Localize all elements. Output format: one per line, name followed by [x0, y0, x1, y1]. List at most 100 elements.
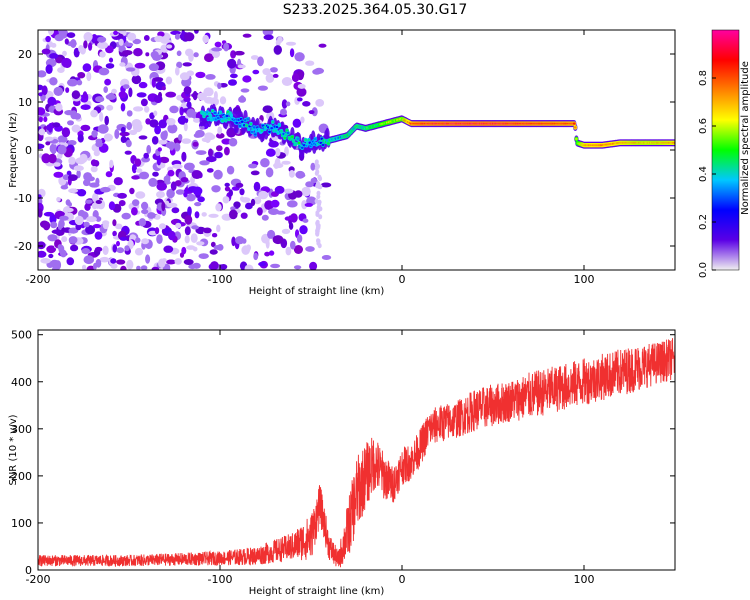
noise-speckle — [175, 222, 182, 229]
noise-speckle — [293, 245, 303, 254]
noise-speckle — [264, 251, 270, 257]
spectrogram-background — [38, 30, 675, 270]
noise-speckle — [121, 212, 131, 220]
noise-speckle — [223, 42, 230, 52]
noise-speckle — [97, 41, 109, 49]
noise-speckle — [81, 248, 91, 255]
noise-speckle — [192, 186, 203, 196]
noise-speckle — [297, 83, 306, 89]
track-core — [575, 137, 578, 141]
noise-speckle — [296, 97, 303, 102]
noise-speckle — [154, 125, 162, 135]
track-core — [219, 111, 222, 114]
noise-speckle — [135, 237, 141, 243]
noise-speckle — [158, 258, 166, 268]
noise-speckle — [151, 136, 159, 145]
noise-speckle — [94, 231, 103, 240]
noise-speckle — [210, 241, 216, 248]
noise-speckle — [129, 187, 135, 195]
noise-speckle — [170, 181, 177, 191]
noise-speckle — [83, 221, 90, 228]
noise-speckle — [257, 56, 264, 67]
noise-speckle — [112, 219, 117, 227]
noise-speckle — [97, 124, 109, 134]
noise-speckle — [239, 196, 245, 202]
noise-speckle — [230, 206, 236, 211]
noise-speckle — [174, 180, 182, 187]
track-core — [275, 125, 279, 129]
noise-speckle — [214, 41, 222, 48]
noise-speckle — [83, 40, 88, 49]
noise-speckle — [176, 50, 182, 57]
noise-speckle — [85, 225, 96, 235]
noise-speckle — [109, 159, 114, 169]
spectrogram-ytick-label: 10 — [18, 96, 32, 109]
noise-speckle — [194, 30, 199, 34]
noise-speckle — [194, 202, 202, 207]
track-core — [327, 142, 330, 145]
noise-speckle — [216, 224, 221, 233]
track-core — [277, 123, 281, 127]
noise-speckle — [156, 234, 163, 245]
track-core — [268, 130, 271, 133]
noise-speckle — [61, 127, 71, 138]
noise-speckle — [158, 119, 167, 129]
noise-speckle — [285, 101, 291, 107]
noise-speckle — [174, 258, 182, 265]
noise-speckle — [186, 193, 196, 202]
noise-speckle — [119, 236, 128, 241]
noise-speckle — [143, 35, 150, 41]
noise-speckle — [82, 91, 88, 99]
noise-speckle — [148, 63, 159, 72]
noise-speckle — [314, 198, 319, 204]
noise-speckle — [166, 259, 176, 265]
noise-speckle — [52, 122, 61, 128]
noise-speckle — [119, 131, 130, 137]
noise-speckle — [60, 185, 69, 190]
colorbar-tick-label: 0.6 — [698, 118, 709, 134]
track-core — [271, 120, 275, 124]
noise-speckle — [310, 177, 318, 184]
noise-speckle — [76, 79, 83, 86]
noise-speckle — [292, 118, 302, 128]
noise-speckle — [126, 110, 133, 117]
track-core — [270, 127, 274, 130]
noise-speckle — [111, 88, 117, 94]
noise-speckle — [191, 225, 200, 230]
noise-speckle — [81, 264, 87, 270]
noise-speckle — [79, 153, 88, 163]
noise-speckle — [165, 91, 177, 98]
noise-speckle — [38, 116, 43, 123]
track-core — [572, 122, 576, 125]
noise-speckle — [156, 182, 167, 191]
noise-speckle — [53, 171, 64, 178]
noise-speckle — [46, 124, 52, 131]
noise-speckle — [128, 87, 133, 98]
noise-speckle — [294, 190, 303, 198]
colorbar-tick-label: 0.2 — [698, 214, 709, 230]
noise-speckle — [177, 115, 189, 125]
spectrogram-xlabel: Height of straight line (km) — [249, 286, 385, 297]
noise-speckle — [202, 227, 212, 234]
noise-speckle — [205, 74, 216, 80]
noise-speckle — [183, 122, 188, 132]
snr-ytick-label: 100 — [11, 517, 32, 530]
noise-speckle — [216, 145, 223, 152]
noise-speckle — [77, 134, 84, 143]
noise-speckle — [125, 67, 136, 72]
noise-speckle — [146, 144, 152, 154]
noise-speckle — [269, 67, 278, 73]
noise-speckle — [57, 144, 67, 155]
noise-speckle — [56, 197, 61, 202]
noise-speckle — [61, 57, 72, 68]
noise-speckle — [64, 110, 75, 116]
track-core — [247, 127, 251, 131]
snr-xtick-label: -100 — [208, 573, 233, 586]
noise-speckle — [59, 215, 69, 221]
noise-speckle — [227, 58, 237, 69]
noise-speckle — [248, 163, 258, 169]
noise-speckle — [118, 38, 124, 46]
spectrogram-ytick-label: -20 — [14, 240, 32, 253]
noise-speckle — [258, 261, 267, 267]
noise-speckle — [160, 131, 168, 141]
